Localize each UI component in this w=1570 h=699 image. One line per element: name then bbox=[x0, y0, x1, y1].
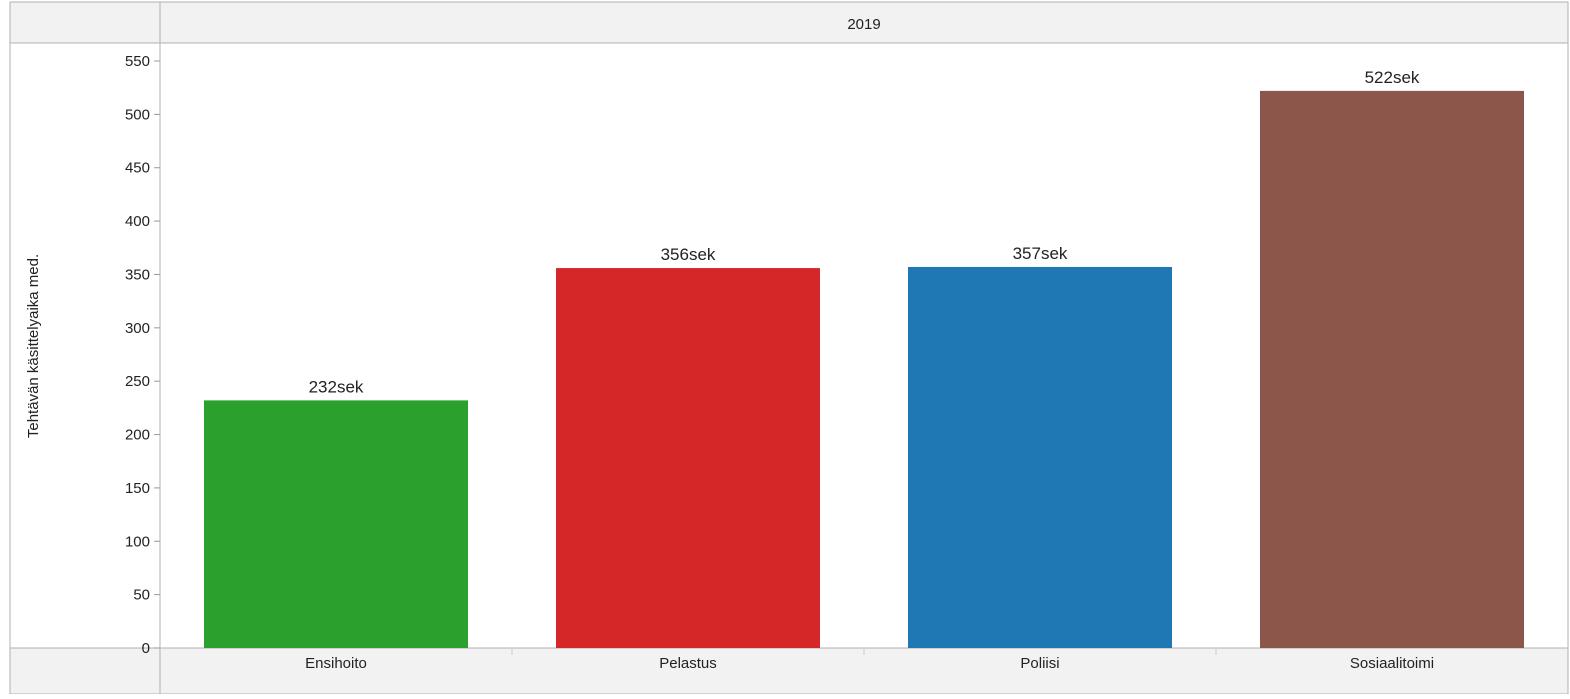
y-axis-label: Tehtävän käsittelyaika med. bbox=[25, 254, 42, 438]
bar-data-label: 232sek bbox=[309, 377, 364, 396]
bar-data-label: 522sek bbox=[1365, 68, 1420, 87]
header-band bbox=[9, 1, 1569, 44]
y-axis-ticks: 0 50 100 150 200 250 300 350 400 450 500 550 bbox=[125, 53, 160, 657]
y-tick-label: 100 bbox=[125, 533, 150, 550]
x-axis-ticks: Ensihoito Pelastus Poliisi Sosiaalitoimi bbox=[305, 648, 1434, 672]
category-band bbox=[9, 647, 1569, 695]
y-tick-label: 550 bbox=[125, 53, 150, 70]
bar-ensihoito bbox=[204, 400, 468, 648]
y-tick-label: 450 bbox=[125, 160, 150, 177]
y-tick-label: 200 bbox=[125, 427, 150, 444]
bar-poliisi bbox=[908, 266, 1172, 648]
y-tick-label: 400 bbox=[125, 213, 150, 230]
x-tick-label: Ensihoito bbox=[305, 655, 367, 672]
bar-data-label: 356sek bbox=[661, 245, 716, 264]
y-tick-label: 500 bbox=[125, 106, 150, 123]
y-tick-label: 350 bbox=[125, 266, 150, 283]
bar-pelastus bbox=[556, 268, 820, 648]
bars-group bbox=[204, 90, 1524, 648]
data-labels-group: 232sek 356sek 357sek 522sek bbox=[309, 68, 1420, 397]
bar-sosiaalitoimi bbox=[1260, 90, 1524, 648]
bar-data-label: 357sek bbox=[1013, 244, 1068, 263]
y-tick-label: 0 bbox=[142, 640, 150, 657]
y-tick-label: 50 bbox=[133, 587, 150, 604]
y-tick-label: 300 bbox=[125, 320, 150, 337]
x-tick-label: Pelastus bbox=[659, 655, 717, 672]
x-tick-label: Poliisi bbox=[1020, 655, 1059, 672]
facet-header-title: 2019 bbox=[847, 16, 880, 33]
x-tick-label: Sosiaalitoimi bbox=[1350, 655, 1434, 672]
y-tick-label: 150 bbox=[125, 480, 150, 497]
y-tick-label: 250 bbox=[125, 373, 150, 390]
